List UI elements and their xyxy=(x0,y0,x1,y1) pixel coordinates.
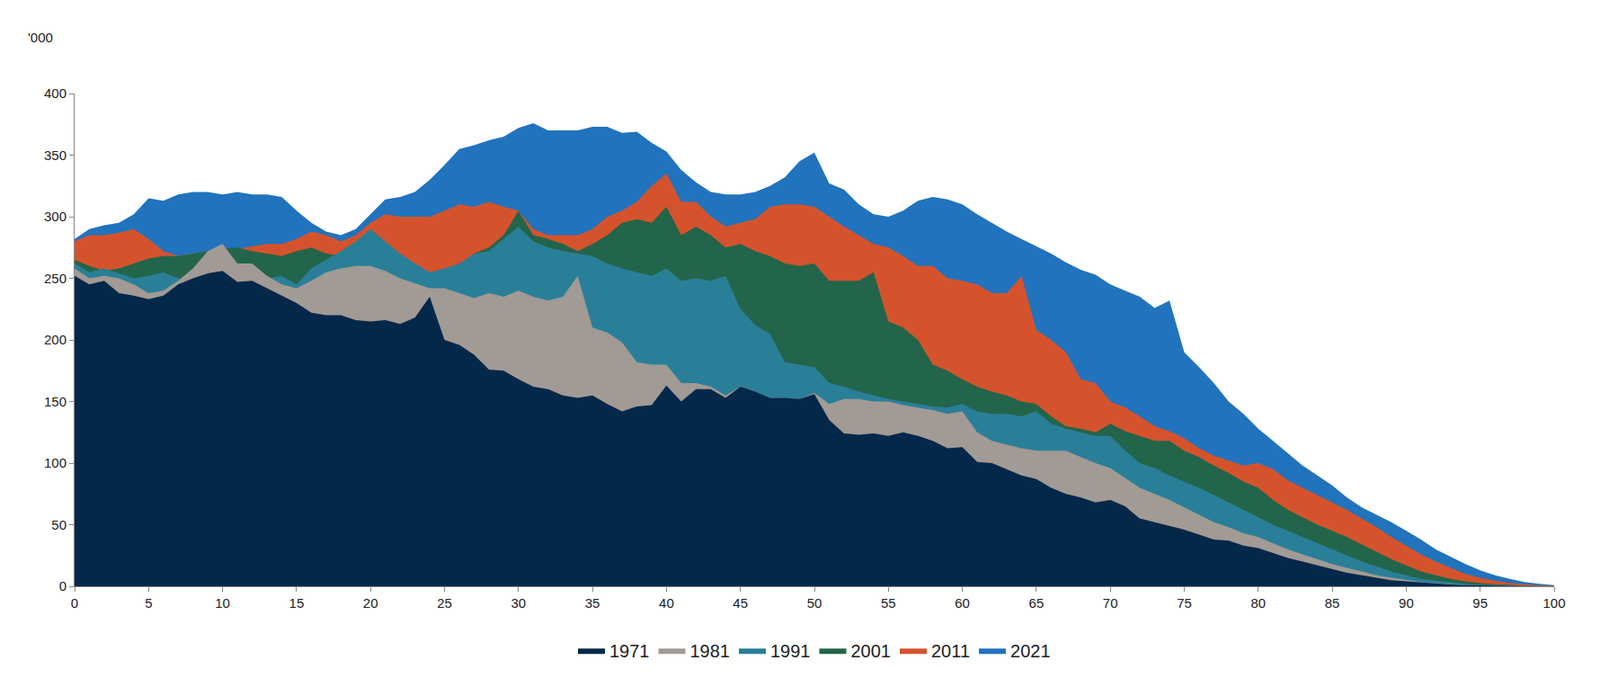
svg-text:400: 400 xyxy=(44,85,67,101)
svg-text:1991: 1991 xyxy=(770,640,811,661)
svg-text:100: 100 xyxy=(1542,595,1565,611)
svg-text:150: 150 xyxy=(44,393,67,409)
svg-text:75: 75 xyxy=(1176,595,1192,611)
svg-text:200: 200 xyxy=(44,331,67,347)
svg-text:1971: 1971 xyxy=(609,640,650,661)
svg-text:45: 45 xyxy=(732,595,748,611)
svg-text:55: 55 xyxy=(880,595,897,611)
svg-text:300: 300 xyxy=(44,208,67,224)
svg-text:250: 250 xyxy=(44,270,67,286)
svg-text:35: 35 xyxy=(585,595,601,611)
svg-text:0: 0 xyxy=(71,595,79,611)
svg-text:100: 100 xyxy=(44,454,67,471)
svg-text:0: 0 xyxy=(59,577,67,594)
svg-text:50: 50 xyxy=(51,516,67,533)
svg-text:2021: 2021 xyxy=(1010,640,1051,661)
svg-text:2001: 2001 xyxy=(851,640,892,661)
svg-text:10: 10 xyxy=(214,595,231,611)
svg-text:95: 95 xyxy=(1472,595,1488,611)
svg-text:30: 30 xyxy=(510,595,526,611)
svg-text:20: 20 xyxy=(363,595,379,611)
svg-text:60: 60 xyxy=(954,595,970,611)
svg-text:50: 50 xyxy=(807,595,823,611)
svg-text:25: 25 xyxy=(436,595,453,611)
svg-text:'000: '000 xyxy=(27,29,54,45)
svg-text:85: 85 xyxy=(1324,595,1341,611)
svg-text:5: 5 xyxy=(144,595,152,611)
svg-text:65: 65 xyxy=(1029,595,1045,611)
svg-text:40: 40 xyxy=(658,595,675,611)
svg-text:15: 15 xyxy=(289,595,305,611)
svg-text:70: 70 xyxy=(1102,595,1119,611)
svg-text:90: 90 xyxy=(1398,595,1414,611)
svg-text:350: 350 xyxy=(44,147,67,163)
svg-text:2011: 2011 xyxy=(931,640,970,661)
svg-text:1981: 1981 xyxy=(690,640,731,661)
svg-text:80: 80 xyxy=(1250,595,1266,611)
